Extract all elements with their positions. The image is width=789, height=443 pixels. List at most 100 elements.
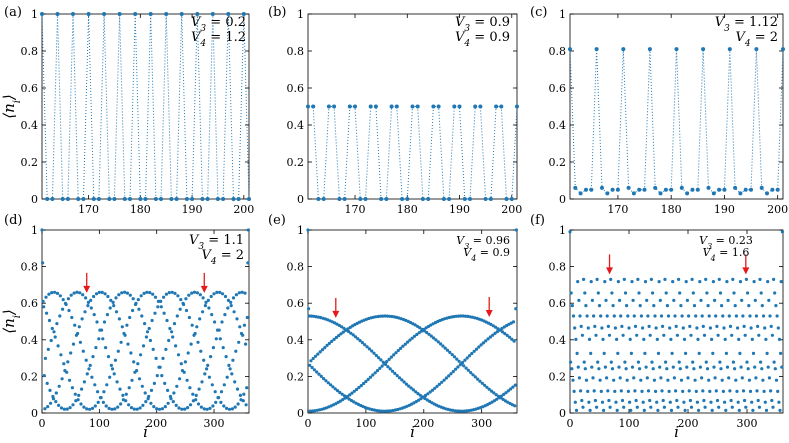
data-point (719, 367, 723, 371)
data-point (460, 409, 464, 413)
data-point (645, 298, 649, 302)
data-point (754, 47, 759, 52)
data-point (128, 293, 132, 297)
data-point (227, 363, 231, 367)
data-point (232, 310, 236, 314)
data-point (679, 185, 684, 190)
data-point (221, 197, 226, 201)
data-point (325, 343, 329, 347)
data-point (756, 324, 760, 328)
data-point (492, 399, 496, 403)
data-point (202, 407, 206, 411)
data-point (484, 339, 488, 343)
data-point (218, 337, 222, 341)
data-point (609, 277, 613, 281)
data-point (573, 326, 577, 330)
data-point (136, 298, 140, 302)
parameter-annotation: V4 = 0.9 (463, 246, 510, 263)
data-point (139, 353, 143, 357)
data-point (110, 407, 114, 411)
data-point (337, 334, 341, 338)
data-point (160, 374, 164, 378)
data-point (55, 322, 59, 326)
data-point (414, 400, 418, 404)
data-point (642, 337, 646, 341)
data-point (636, 360, 641, 364)
data-point (368, 375, 373, 379)
data-point (578, 314, 582, 318)
data-point (67, 378, 72, 382)
data-point (454, 367, 458, 371)
data-point (409, 386, 413, 390)
x-tick-label: 200 (413, 417, 434, 430)
data-point (685, 191, 690, 196)
data-point (163, 381, 167, 385)
data-point (53, 290, 57, 294)
data-point (444, 376, 448, 380)
data-point (315, 370, 319, 374)
data-point (739, 365, 743, 369)
data-point (397, 376, 402, 380)
data-point (364, 379, 368, 384)
data-point (197, 387, 201, 391)
data-point (432, 336, 436, 340)
data-point (196, 402, 201, 406)
data-point (244, 403, 248, 407)
data-point (79, 402, 83, 406)
data-point (615, 187, 620, 192)
data-point (415, 332, 419, 337)
x-tick-label: 0 (567, 417, 574, 430)
data-point (709, 400, 713, 404)
data-point (619, 314, 623, 318)
data-point (674, 389, 678, 393)
data-point (632, 376, 636, 380)
data-point (772, 277, 776, 281)
y-tick-label: 0.4 (21, 119, 39, 132)
data-point (350, 391, 354, 395)
data-point (731, 360, 736, 364)
data-point (43, 356, 48, 360)
data-point (615, 337, 619, 341)
panel-label: (b) (268, 5, 286, 20)
data-point (149, 388, 154, 392)
data-point (375, 369, 380, 373)
data-point (404, 318, 408, 322)
data-point (426, 197, 431, 201)
data-point (580, 398, 584, 403)
data-point (587, 337, 592, 341)
data-point (468, 197, 472, 201)
data-point (592, 389, 596, 393)
data-point (184, 308, 189, 313)
data-point (449, 372, 453, 376)
data-point (615, 408, 619, 412)
data-point (626, 314, 630, 318)
data-point (172, 391, 176, 395)
data-point (190, 197, 195, 201)
x-axis-label: i (410, 423, 415, 441)
data-point (70, 386, 74, 390)
data-point (483, 383, 487, 387)
data-point (568, 47, 572, 52)
data-point (480, 381, 484, 385)
data-point (664, 360, 668, 364)
data-point (435, 384, 439, 388)
data-point (738, 191, 743, 196)
data-point (585, 314, 589, 318)
data-point (584, 187, 588, 192)
data-point (426, 392, 430, 396)
y-tick-label: 0.6 (287, 297, 305, 310)
x-tick-label: 200 (678, 417, 699, 430)
data-point (221, 346, 225, 350)
data-point (224, 355, 228, 359)
data-point (644, 365, 648, 369)
data-point (586, 326, 590, 330)
data-point (701, 47, 706, 52)
x-tick-label: 180 (130, 203, 151, 216)
x-tick-label: 190 (714, 203, 735, 216)
data-point (148, 291, 152, 295)
data-point (219, 400, 223, 404)
data-point (714, 389, 718, 393)
data-point (415, 324, 419, 328)
x-tick-label: 200 (767, 203, 788, 216)
data-point (143, 197, 148, 201)
